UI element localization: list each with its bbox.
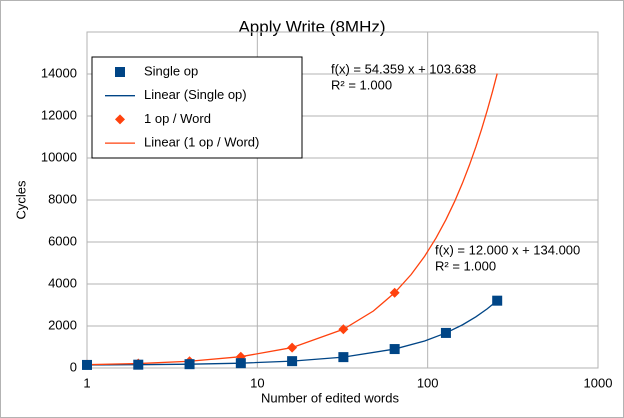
y-tick-label: 0 bbox=[70, 359, 77, 374]
marker bbox=[389, 344, 400, 355]
x-tick-label: 1 bbox=[83, 375, 90, 390]
marker bbox=[184, 359, 195, 370]
legend-box bbox=[91, 56, 303, 159]
y-tick-label: 2000 bbox=[48, 317, 77, 332]
marker bbox=[82, 359, 92, 370]
chart-title: Apply Write (8MHz) bbox=[238, 17, 385, 36]
marker bbox=[287, 356, 298, 367]
annotation: R² = 1.000 bbox=[435, 258, 496, 273]
annotation: f(x) = 54.359 x + 103.638 bbox=[331, 61, 476, 76]
marker bbox=[338, 352, 349, 363]
y-tick-label: 12000 bbox=[41, 107, 77, 122]
annotation: R² = 1.000 bbox=[331, 77, 392, 92]
y-tick-label: 6000 bbox=[48, 233, 77, 248]
plot-frame bbox=[86, 31, 599, 369]
marker bbox=[287, 342, 298, 353]
marker bbox=[492, 295, 503, 306]
trend-line bbox=[86, 73, 498, 366]
x-tick-label: 100 bbox=[417, 375, 439, 390]
legend-marker bbox=[115, 67, 125, 77]
x-tick-label: 10 bbox=[250, 375, 264, 390]
annotation: f(x) = 12.000 x + 134.000 bbox=[435, 242, 580, 257]
marker bbox=[133, 359, 144, 370]
legend-label: Single op bbox=[144, 63, 198, 78]
y-tick-label: 8000 bbox=[48, 191, 77, 206]
legend-label: Linear (1 op / Word) bbox=[144, 135, 259, 150]
y-axis-label: Cycles bbox=[13, 180, 28, 220]
marker bbox=[235, 358, 246, 369]
marker bbox=[338, 324, 349, 335]
marker bbox=[389, 287, 400, 298]
legend: Single op Linear (Single op) 1 op / Word Li… bbox=[91, 56, 303, 159]
y-tick-label: 4000 bbox=[48, 275, 77, 290]
y-tick-label: 10000 bbox=[41, 149, 77, 164]
legend-marker bbox=[115, 114, 125, 125]
y-tick-label: 14000 bbox=[41, 65, 77, 80]
x-axis-label: Number of edited words bbox=[261, 390, 400, 405]
marker bbox=[440, 327, 451, 338]
x-tick-label: 1000 bbox=[584, 375, 613, 390]
legend-label: Linear (Single op) bbox=[144, 87, 247, 102]
legend-label: 1 op / Word bbox=[144, 111, 211, 126]
